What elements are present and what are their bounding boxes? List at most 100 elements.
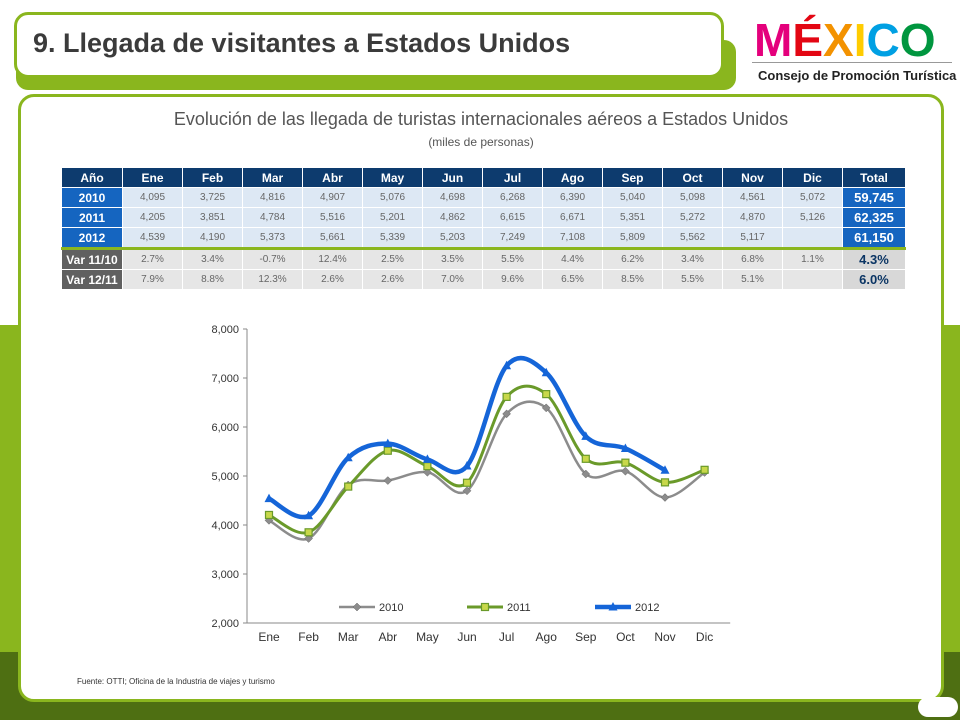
table-cell: 8.5% xyxy=(602,269,663,290)
legend-label: 2011 xyxy=(507,602,531,614)
data-point-2011 xyxy=(581,454,590,463)
table-cell: 5.5% xyxy=(482,247,543,270)
line-chart: 2,000 3,000 4,000 5,000 6,000 7,000 8,000 Ene Fe… xyxy=(211,324,731,644)
data-point-2012 xyxy=(541,367,551,377)
logo-subtitle: Consejo de Promoción Turística xyxy=(758,68,957,83)
table-total-cell: 6.0% xyxy=(842,269,906,290)
x-tick-label: Ene xyxy=(258,630,280,644)
y-tick-label: 3,000 xyxy=(211,569,239,581)
x-tick-label: Ago xyxy=(536,630,558,644)
legend-label: 2010 xyxy=(379,602,403,614)
table-cell: 2.7% xyxy=(122,247,183,270)
data-point-2010 xyxy=(541,403,551,413)
table-cell: 3,725 xyxy=(182,187,243,208)
data-point-2011 xyxy=(660,478,670,487)
table-cell: 2.5% xyxy=(362,247,423,270)
data-point-2012 xyxy=(581,431,591,440)
table-cell xyxy=(782,269,843,290)
table-cell: 5,040 xyxy=(602,187,663,208)
x-tick-label: Jul xyxy=(499,630,514,644)
table-cell: 12.3% xyxy=(242,269,303,290)
chart-title: Evolución de las llegada de turistas int… xyxy=(173,109,789,129)
data-point-2012 xyxy=(383,438,393,448)
table-cell: 5,072 xyxy=(782,187,843,208)
data-point-2012 xyxy=(343,452,353,462)
y-tick-label: 2,000 xyxy=(211,618,239,630)
x-tick-label: Sep xyxy=(575,630,597,644)
mexico-logo: MÉXICO Consejo de Promoción Turística xyxy=(752,12,956,92)
table-cell: 2.6% xyxy=(302,269,363,290)
table-total-cell: 61,150 xyxy=(842,227,906,249)
table-cell: 5.1% xyxy=(722,269,783,290)
table-cell: 5,809 xyxy=(602,227,663,249)
page-title: 9. Llegada de visitantes a Estados Unido… xyxy=(33,28,571,58)
data-point-2010 xyxy=(660,493,670,502)
table-cell xyxy=(782,227,843,249)
table-cell: 6,268 xyxy=(482,187,543,208)
table-row-header: Var 12/11 xyxy=(61,269,123,290)
data-point-2011 xyxy=(264,510,274,520)
series-line-2011 xyxy=(268,384,706,535)
data-point-2011 xyxy=(423,462,432,471)
table-row-header: 2012 xyxy=(61,227,123,249)
data-point-2011 xyxy=(304,528,313,537)
table-header-row: Año Ene Feb Mar Abr May Jun Jul Ago Sep Oct Nov Dic T… xyxy=(61,167,906,188)
table-col-header: Sep xyxy=(602,167,663,188)
table-row-header: 2011 xyxy=(61,207,123,228)
page-indicator xyxy=(918,697,958,717)
data-point-2012 xyxy=(422,454,432,463)
table-row: 2010 4,095 3,725 4,816 4,907 5,076 4,698 6,268 6… xyxy=(61,187,906,208)
data-point-2010 xyxy=(423,467,432,477)
table-cell: 4,539 xyxy=(122,227,183,249)
table-cell: 4,862 xyxy=(422,207,483,228)
data-point-2011 xyxy=(621,458,630,467)
table-col-header: Jul xyxy=(482,167,543,188)
table-total-cell: 62,325 xyxy=(842,207,906,228)
logo-word-icon: MÉXICO xyxy=(754,14,936,66)
table-col-header: Ene xyxy=(122,167,183,188)
data-point-2010 xyxy=(304,534,313,543)
y-tick-label: 8,000 xyxy=(211,324,239,336)
table-row: Var 12/11 7.9% 8.8% 12.3% 2.6% 2.6% 7.0% 9.6% 6.… xyxy=(61,269,906,290)
table-cell: 6,671 xyxy=(542,207,603,228)
data-point-2010 xyxy=(383,476,393,485)
table-cell: 7,249 xyxy=(482,227,543,249)
svg-text:MÉXICO: MÉXICO xyxy=(754,14,936,62)
data-point-2011 xyxy=(344,482,353,491)
table-cell: 6.5% xyxy=(542,269,603,290)
title-box: 9. Llegada de visitantes a Estados Unido… xyxy=(14,12,724,78)
x-tick-label: Jun xyxy=(457,630,476,644)
legend-marker xyxy=(608,602,618,611)
data-point-2012 xyxy=(502,360,512,370)
table-col-header: May xyxy=(362,167,423,188)
table-cell: 5,098 xyxy=(662,187,723,208)
data-point-2011 xyxy=(502,392,511,401)
data-point-2010 xyxy=(502,409,511,419)
legend-label: 2012 xyxy=(635,602,659,614)
table-row: 2011 4,205 3,851 4,784 5,516 5,201 4,862 6,615 6… xyxy=(61,207,906,228)
data-point-2011 xyxy=(383,446,392,455)
table-cell: 5,126 xyxy=(782,207,843,228)
data-point-2012 xyxy=(304,510,314,520)
table-cell: 6,615 xyxy=(482,207,543,228)
table-cell: 5,351 xyxy=(602,207,663,228)
x-tick-label: Feb xyxy=(298,630,319,644)
content-panel: Evolución de las llegada de turistas int… xyxy=(18,94,944,702)
legend-marker xyxy=(480,602,490,612)
table-cell: 4.4% xyxy=(542,247,603,270)
series-line-2012 xyxy=(267,355,667,520)
table-cell: 9.6% xyxy=(482,269,543,290)
logo-divider xyxy=(752,62,952,63)
legend-marker xyxy=(352,602,362,612)
table-cell: 5,076 xyxy=(362,187,423,208)
table-row-header: Var 11/10 xyxy=(61,247,123,270)
data-point-2012 xyxy=(620,443,630,452)
table-cell: 7.0% xyxy=(422,269,483,290)
data-table: Año Ene Feb Mar Abr May Jun Jul Ago Sep Oct Nov Dic T… xyxy=(61,167,906,290)
x-tick-label: May xyxy=(416,630,439,644)
data-point-2012 xyxy=(660,465,670,474)
table-cell: 6,390 xyxy=(542,187,603,208)
table-cell: 6.2% xyxy=(602,247,663,270)
data-point-2010 xyxy=(581,469,591,479)
x-tick-label: Abr xyxy=(378,630,397,644)
